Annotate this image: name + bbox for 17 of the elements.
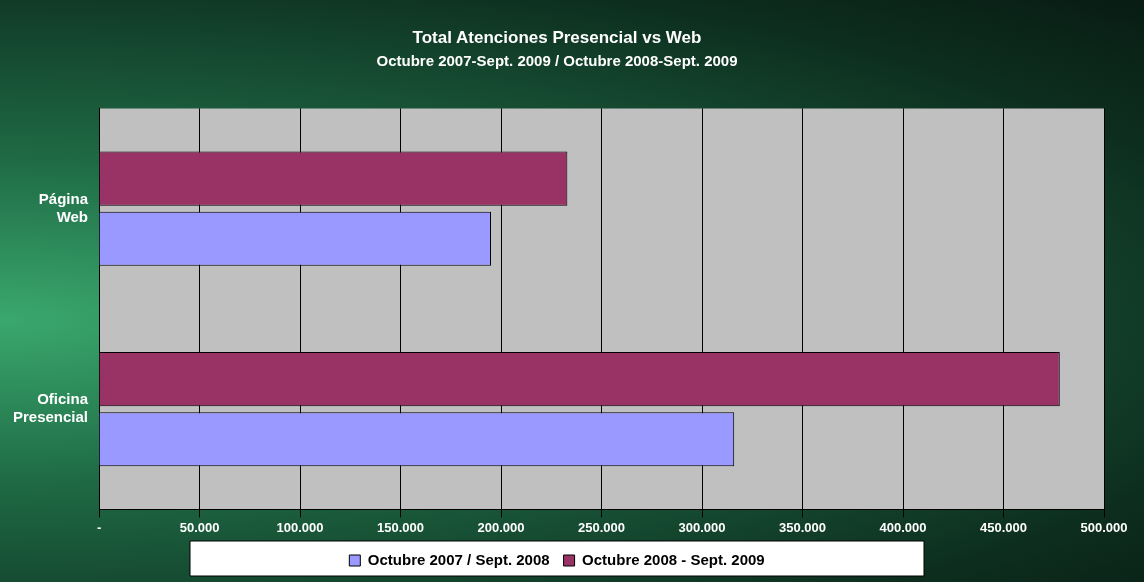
x-tick-label: 100.000 [276, 519, 324, 535]
x-tick-label: 500.000 [1080, 519, 1128, 535]
x-tick-label: - [96, 519, 102, 535]
x-tick-label: 50.000 [179, 519, 220, 535]
x-tick-label: 400.000 [879, 519, 927, 535]
x-tick-label: 300.000 [678, 519, 726, 535]
legend-label: Octubre 2008 - Sept. 2009 [582, 550, 765, 568]
x-tick-label: 450.000 [980, 519, 1028, 535]
chart-subtitle: Octubre 2007-Sept. 2009 / Octubre 2008-Sept. 2009 [376, 51, 738, 69]
legend-label: Octubre 2007 / Sept. 2008 [367, 550, 550, 568]
x-tick-label: 150.000 [377, 519, 425, 535]
chart-title: Total Atenciones Presencial vs Web [412, 27, 702, 47]
y-tick-label: Página Web [38, 189, 89, 225]
x-tick-label: 200.000 [477, 519, 525, 535]
x-tick-label: 250.000 [578, 519, 626, 535]
x-tick-label: 350.000 [779, 519, 827, 535]
y-tick-label: Oficina Presencial [12, 390, 89, 426]
